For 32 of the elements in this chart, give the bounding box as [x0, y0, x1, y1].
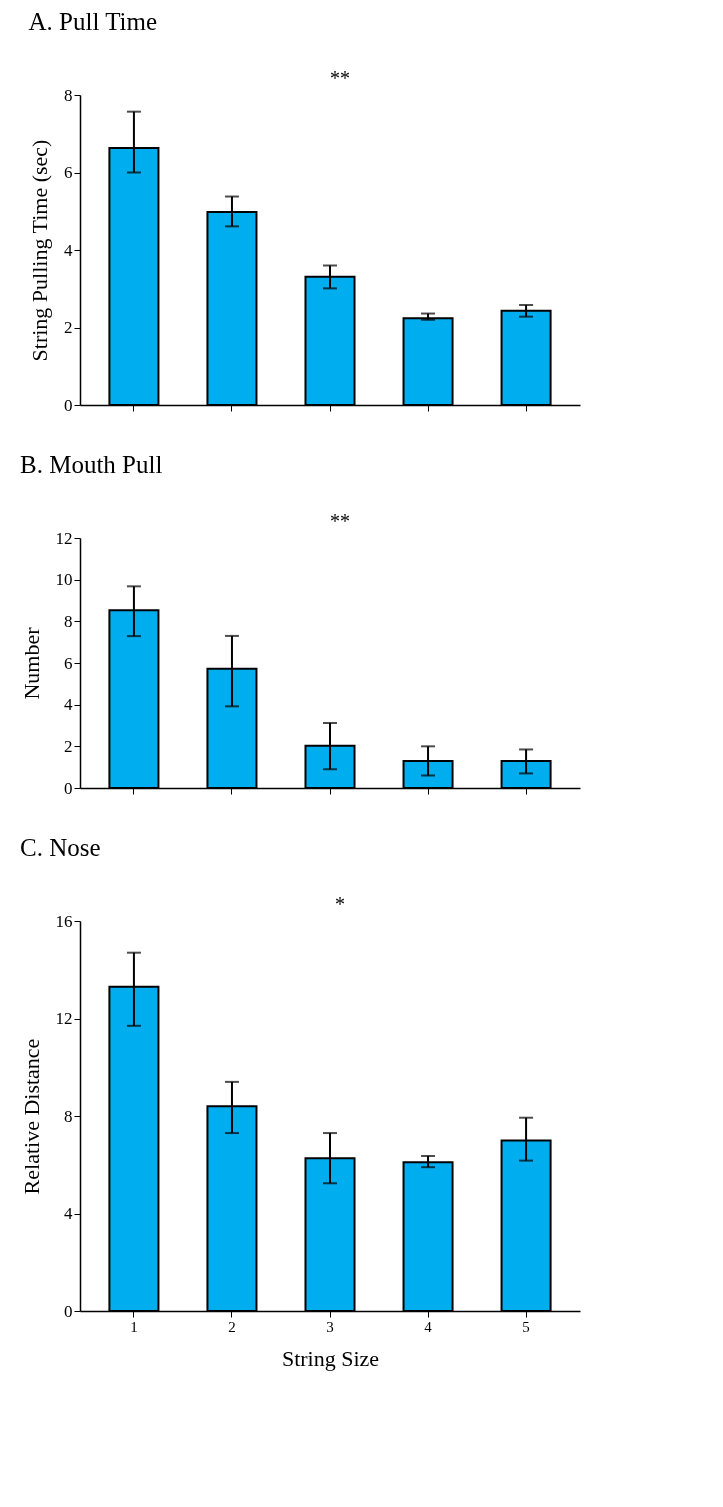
y-tick-label: 4 [64, 1204, 73, 1223]
y-tick-label: 0 [64, 395, 73, 415]
chart-title: C. Nose [20, 834, 101, 861]
text: ** [330, 510, 350, 532]
y-tick-label: 8 [64, 85, 73, 105]
x-axis-title: String Size [281, 1345, 380, 1371]
y-axis-title: Relative Distance [18, 1038, 44, 1195]
y-tick-label: 8 [64, 1106, 73, 1126]
x-tick-label: 5 [522, 1318, 530, 1335]
y-tick-label: 4 [64, 695, 73, 715]
y-tick-label: 2 [64, 318, 73, 337]
y-tick-label: 4 [64, 240, 73, 260]
y-tick-label: 2 [64, 736, 73, 756]
text: ** [330, 67, 350, 89]
x-tick-label: 4 [424, 1318, 433, 1335]
y-tick-label: 6 [64, 653, 73, 673]
y-tick-label: 10 [55, 570, 73, 590]
y-axis-title: Number [18, 626, 44, 700]
text: * [335, 893, 345, 915]
y-tick-label: 12 [55, 1009, 73, 1028]
y-tick-label: 8 [64, 611, 73, 631]
y-tick-label: 0 [64, 778, 73, 798]
y-tick-label: 6 [64, 163, 73, 182]
y-tick-label: 0 [64, 1301, 73, 1321]
chart-title: A. Pull Time [28, 8, 158, 35]
chart-title: B. Mouth Pull [20, 451, 163, 478]
y-tick-label: 16 [55, 911, 73, 931]
x-tick-label: 1 [130, 1318, 138, 1335]
x-tick-label: 3 [326, 1318, 334, 1335]
x-tick-label: 2 [228, 1318, 236, 1335]
y-tick-label: 12 [55, 528, 73, 548]
y-axis-title: String Pulling Time (sec) [27, 139, 52, 362]
